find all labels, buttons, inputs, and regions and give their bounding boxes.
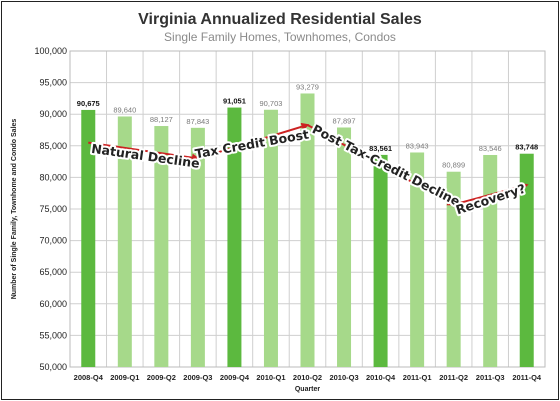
bar-2010-Q4 bbox=[373, 154, 388, 367]
data-label: 88,127 bbox=[150, 115, 173, 124]
y-tick-label: 75,000 bbox=[39, 204, 67, 214]
bar-2010-Q3 bbox=[337, 127, 352, 367]
chart-title: Virginia Annualized Residential Sales bbox=[138, 11, 422, 28]
bar-2010-Q1 bbox=[263, 109, 278, 367]
data-label: 90,675 bbox=[77, 99, 100, 108]
y-tick-label: 70,000 bbox=[39, 236, 67, 246]
data-label: 87,897 bbox=[333, 116, 356, 125]
x-tick-label: 2009-Q3 bbox=[183, 373, 212, 382]
data-label: 83,748 bbox=[515, 143, 538, 152]
x-axis-title: Quarter bbox=[295, 386, 321, 393]
chart-subtitle: Single Family Homes, Townhomes, Condos bbox=[164, 30, 396, 44]
x-tick-label: 2011-Q2 bbox=[439, 373, 468, 382]
y-tick-label: 95,000 bbox=[39, 78, 67, 88]
x-tick-label: 2010-Q2 bbox=[293, 373, 322, 382]
x-tick-label: 2010-Q4 bbox=[366, 373, 396, 382]
x-tick-label: 2008-Q4 bbox=[74, 373, 104, 382]
gridlines bbox=[69, 50, 546, 368]
bar-2011-Q2 bbox=[446, 171, 461, 367]
y-tick-label: 65,000 bbox=[39, 267, 67, 277]
x-tick-label: 2011-Q3 bbox=[476, 373, 505, 382]
trend-arrow bbox=[88, 141, 200, 162]
x-tick-label: 2011-Q1 bbox=[403, 373, 432, 382]
x-tick-label: 2009-Q2 bbox=[147, 373, 176, 382]
y-tick-label: 55,000 bbox=[39, 330, 67, 340]
data-label: 91,051 bbox=[223, 97, 246, 106]
x-tick-label: 2011-Q4 bbox=[512, 373, 542, 382]
data-label: 90,703 bbox=[259, 99, 282, 108]
y-tick-label: 60,000 bbox=[39, 299, 67, 309]
axis-ticks: 50,000 55,000 60,000 65,000 70,000 75,000 80,0… bbox=[34, 46, 541, 382]
data-label: 83,546 bbox=[479, 144, 502, 153]
data-label: 83,943 bbox=[406, 141, 429, 150]
x-tick-label: 2009-Q1 bbox=[110, 373, 139, 382]
y-tick-label: 100,000 bbox=[34, 46, 67, 56]
bar-2009-Q3 bbox=[190, 127, 205, 367]
bar-2009-Q2 bbox=[154, 126, 169, 368]
data-label: 80,899 bbox=[442, 161, 465, 170]
x-tick-label: 2010-Q3 bbox=[329, 373, 358, 382]
trend-arrow bbox=[453, 182, 529, 206]
trend-arrow bbox=[307, 124, 456, 206]
bar-2009-Q1 bbox=[117, 116, 132, 368]
bar-2008-Q4 bbox=[81, 109, 96, 368]
data-label: 89,640 bbox=[113, 105, 136, 114]
y-tick-label: 80,000 bbox=[39, 172, 67, 182]
bar-2011-Q1 bbox=[410, 152, 425, 367]
x-tick-label: 2009-Q4 bbox=[220, 373, 250, 382]
annotation-label: Tax Credit Boost bbox=[194, 126, 310, 161]
bar-2011-Q4 bbox=[519, 153, 534, 367]
y-tick-label: 90,000 bbox=[39, 109, 67, 119]
bars bbox=[81, 93, 534, 368]
trend-arrow bbox=[197, 122, 310, 160]
y-tick-label: 85,000 bbox=[39, 141, 67, 151]
bar-2011-Q3 bbox=[483, 154, 498, 367]
data-label: 87,843 bbox=[186, 117, 209, 126]
y-axis-title: Number of Single Family, Townhome and Co… bbox=[11, 119, 18, 300]
data-labels: 90,675 89,640 88,127 87,843 91,051 90,703 93,2… bbox=[77, 82, 538, 169]
y-tick-label: 50,000 bbox=[39, 362, 67, 372]
x-tick-label: 2010-Q1 bbox=[256, 373, 285, 382]
trend-arrows bbox=[88, 122, 529, 206]
data-label: 83,561 bbox=[369, 144, 392, 153]
bar-2010-Q2 bbox=[300, 93, 315, 368]
data-label: 93,279 bbox=[296, 82, 319, 91]
bar-2009-Q4 bbox=[227, 107, 242, 367]
